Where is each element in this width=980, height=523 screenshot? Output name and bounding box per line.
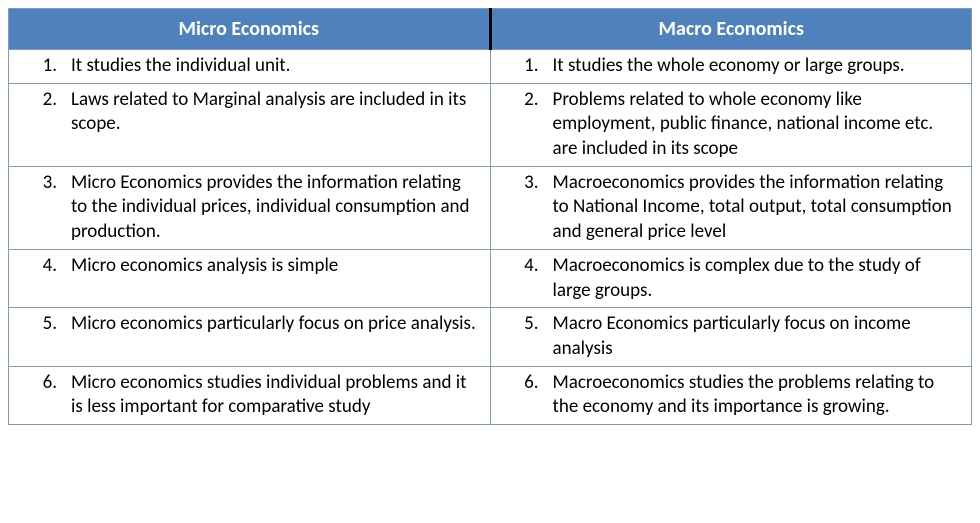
- header-row: Micro Economics Macro Economics: [9, 9, 972, 50]
- item-number: 1.: [499, 54, 553, 77]
- comparison-table: Micro Economics Macro Economics 1. It st…: [8, 8, 972, 425]
- header-right: Macro Economics: [490, 9, 972, 50]
- item-number: 1.: [17, 54, 71, 77]
- table-row: 1. It studies the individual unit. 1. It…: [9, 50, 972, 84]
- item-number: 3.: [499, 171, 553, 194]
- table-body: 1. It studies the individual unit. 1. It…: [9, 50, 972, 425]
- item-number: 5.: [17, 312, 71, 335]
- cell-right: 1. It studies the whole economy or large…: [490, 50, 972, 84]
- item-number: 2.: [17, 88, 71, 111]
- list-item: 6. Micro economics studies individual pr…: [17, 371, 486, 420]
- item-text: Micro Economics provides the information…: [71, 171, 486, 245]
- cell-right: 3. Macroeconomics provides the informati…: [490, 166, 972, 249]
- item-text: Macroeconomics studies the problems rela…: [553, 371, 968, 420]
- item-number: 2.: [499, 88, 553, 111]
- list-item: 3. Micro Economics provides the informat…: [17, 171, 486, 245]
- item-number: 4.: [17, 254, 71, 277]
- list-item: 1. It studies the individual unit.: [17, 54, 486, 79]
- cell-left: 6. Micro economics studies individual pr…: [9, 366, 491, 424]
- table-row: 5. Micro economics particularly focus on…: [9, 308, 972, 366]
- cell-right: 5. Macro Economics particularly focus on…: [490, 308, 972, 366]
- item-text: Laws related to Marginal analysis are in…: [71, 88, 486, 137]
- cell-right: 2. Problems related to whole economy lik…: [490, 83, 972, 166]
- header-left: Micro Economics: [9, 9, 491, 50]
- item-text: It studies the whole economy or large gr…: [553, 54, 968, 79]
- list-item: 6. Macroeconomics studies the problems r…: [499, 371, 968, 420]
- list-item: 2. Problems related to whole economy lik…: [499, 88, 968, 162]
- cell-left: 2. Laws related to Marginal analysis are…: [9, 83, 491, 166]
- list-item: 5. Macro Economics particularly focus on…: [499, 312, 968, 361]
- item-number: 4.: [499, 254, 553, 277]
- list-item: 3. Macroeconomics provides the informati…: [499, 171, 968, 245]
- table-row: 4. Micro economics analysis is simple 4.…: [9, 249, 972, 307]
- item-number: 3.: [17, 171, 71, 194]
- cell-left: 1. It studies the individual unit.: [9, 50, 491, 84]
- item-text: Micro economics analysis is simple: [71, 254, 486, 279]
- list-item: 4. Macroeconomics is complex due to the …: [499, 254, 968, 303]
- list-item: 2. Laws related to Marginal analysis are…: [17, 88, 486, 137]
- cell-right: 6. Macroeconomics studies the problems r…: [490, 366, 972, 424]
- item-text: Macroeconomics is complex due to the stu…: [553, 254, 968, 303]
- cell-right: 4. Macroeconomics is complex due to the …: [490, 249, 972, 307]
- item-text: It studies the individual unit.: [71, 54, 486, 79]
- item-text: Macro Economics particularly focus on in…: [553, 312, 968, 361]
- item-number: 6.: [499, 371, 553, 394]
- table-row: 3. Micro Economics provides the informat…: [9, 166, 972, 249]
- item-text: Micro economics studies individual probl…: [71, 371, 486, 420]
- list-item: 5. Micro economics particularly focus on…: [17, 312, 486, 337]
- item-text: Macroeconomics provides the information …: [553, 171, 968, 245]
- list-item: 4. Micro economics analysis is simple: [17, 254, 486, 279]
- cell-left: 4. Micro economics analysis is simple: [9, 249, 491, 307]
- item-number: 5.: [499, 312, 553, 335]
- item-text: Problems related to whole economy like e…: [553, 88, 968, 162]
- cell-left: 3. Micro Economics provides the informat…: [9, 166, 491, 249]
- table-row: 6. Micro economics studies individual pr…: [9, 366, 972, 424]
- cell-left: 5. Micro economics particularly focus on…: [9, 308, 491, 366]
- table-row: 2. Laws related to Marginal analysis are…: [9, 83, 972, 166]
- list-item: 1. It studies the whole economy or large…: [499, 54, 968, 79]
- item-text: Micro economics particularly focus on pr…: [71, 312, 486, 337]
- item-number: 6.: [17, 371, 71, 394]
